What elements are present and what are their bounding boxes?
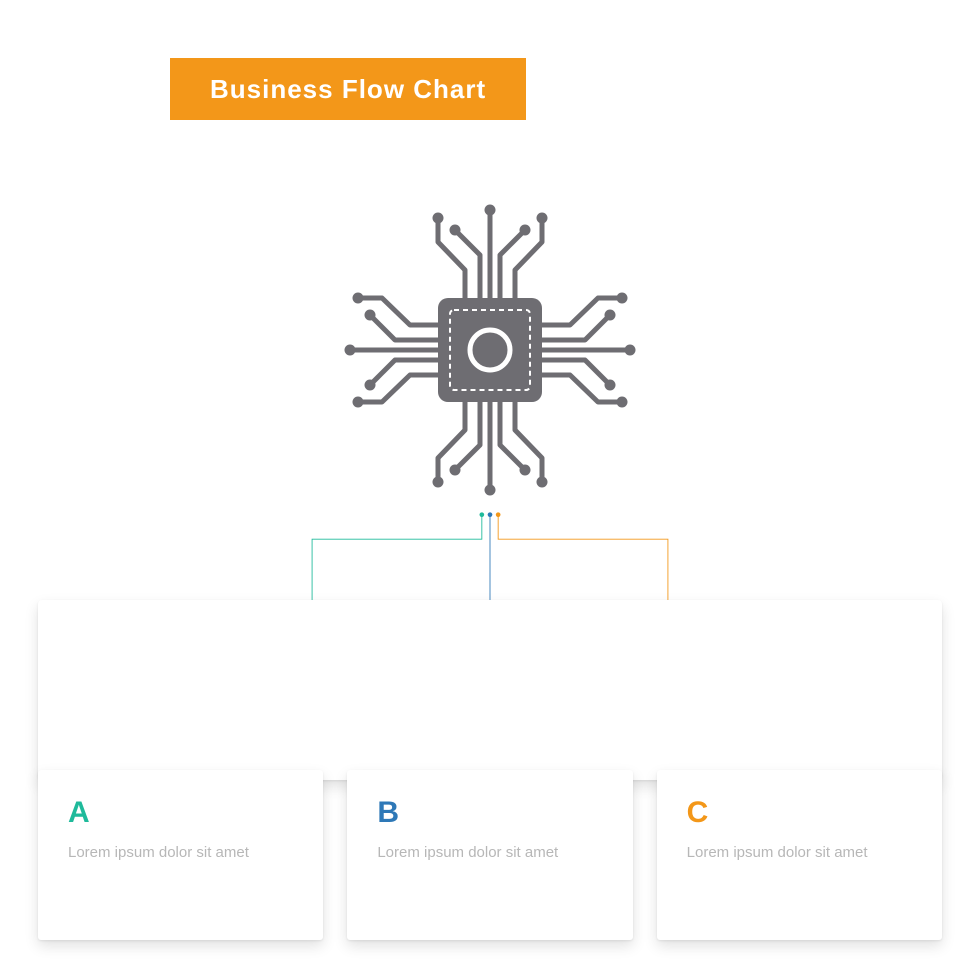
option-letter: C (687, 796, 916, 830)
cards-row: A Lorem ipsum dolor sit amet B Lorem ipsum … (38, 770, 942, 940)
option-card-b: B Lorem ipsum dolor sit amet (347, 770, 632, 940)
title-banner: Business Flow Chart (170, 58, 526, 120)
option-card-a: A Lorem ipsum dolor sit amet (38, 770, 323, 940)
chip-icon-container (0, 180, 980, 520)
option-description: Lorem ipsum dolor sit amet (68, 842, 297, 865)
option-letter: A (68, 796, 297, 830)
infographic-canvas: Business Flow Chart A Lorem ipsum dolor s… (0, 0, 980, 980)
option-description: Lorem ipsum dolor sit amet (377, 842, 606, 865)
title-text: Business Flow Chart (210, 74, 486, 105)
shelf-panel (38, 600, 942, 780)
option-description: Lorem ipsum dolor sit amet (687, 842, 916, 865)
option-card-c: C Lorem ipsum dolor sit amet (657, 770, 942, 940)
option-letter: B (377, 796, 606, 830)
cpu-chip-icon (330, 190, 650, 510)
